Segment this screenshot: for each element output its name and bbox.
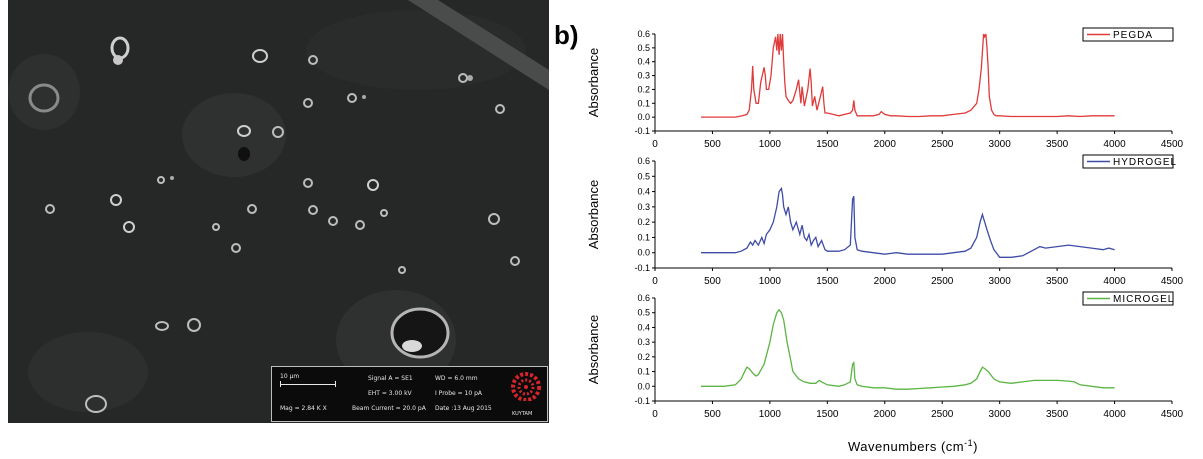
x-tick-label: 0 xyxy=(652,409,658,420)
x-tick-label: 0 xyxy=(652,139,658,150)
x-tick-label: 3000 xyxy=(989,276,1012,287)
y-axis-label: Absorbance xyxy=(586,180,601,249)
y-axis-label: Absorbance xyxy=(586,48,601,117)
kuytam-logo xyxy=(511,372,541,401)
y-tick-label: 0.0 xyxy=(637,381,650,391)
series-line-hydrogel xyxy=(701,186,1115,258)
x-tick-label: 4000 xyxy=(1103,139,1126,150)
y-tick-label: 0.0 xyxy=(637,112,650,122)
x-tick-label: 3000 xyxy=(989,139,1012,150)
x-tick-label: 1500 xyxy=(816,139,839,150)
legend-box xyxy=(1082,291,1174,306)
ftir-chart: -0.10.00.10.20.30.40.50.60 500 1000 1500 200… xyxy=(586,27,1184,454)
x-tick-label: 3500 xyxy=(1046,139,1069,150)
x-tick-label: 1500 xyxy=(816,409,839,420)
scale-bar-tick-right xyxy=(335,381,336,387)
y-tick-label: 0.3 xyxy=(637,337,650,347)
y-tick-label: 0.0 xyxy=(637,248,650,258)
x-tick-label: 500 xyxy=(704,139,721,150)
sem-micrograph: 10 μm Mag = 2.84 K X Signal A = SE1 EHT … xyxy=(8,0,549,423)
date-label: Date :13 Aug 2015 xyxy=(435,405,492,412)
x-tick-label: 2500 xyxy=(931,139,954,150)
x-tick-label: 3500 xyxy=(1046,409,1069,420)
series-line-microgel xyxy=(701,308,1115,390)
y-tick-label: 0.1 xyxy=(637,367,650,377)
sem-texture xyxy=(8,0,549,413)
eht-label: EHT = 3.00 kV xyxy=(368,390,412,397)
y-tick-label: 0.4 xyxy=(637,322,650,332)
y-tick-label: 0.6 xyxy=(637,156,650,166)
y-tick-label: 0.5 xyxy=(637,43,650,53)
y-tick-label: -0.1 xyxy=(634,126,650,136)
legend-label: PEGDA xyxy=(1113,30,1153,41)
x-tick-label: 2500 xyxy=(931,276,954,287)
x-tick-label: 4500 xyxy=(1161,276,1184,287)
x-tick-label: 0 xyxy=(652,276,658,287)
iprobe-label: I Probe = 10 pA xyxy=(435,390,482,397)
legend-label: MICROGEL xyxy=(1113,294,1174,305)
x-tick-label: 3000 xyxy=(989,409,1012,420)
x-tick-label: 1500 xyxy=(816,276,839,287)
y-tick-label: 0.2 xyxy=(637,84,650,94)
legend-box xyxy=(1082,27,1174,42)
scale-bar-tick-left xyxy=(280,381,281,387)
x-tick-label: 1000 xyxy=(759,409,782,420)
y-tick-label: 0.2 xyxy=(637,352,650,362)
series-line-pegda xyxy=(701,33,1115,118)
x-tick-label: 4000 xyxy=(1103,276,1126,287)
x-tick-label: 4500 xyxy=(1161,409,1184,420)
x-tick-label: 4000 xyxy=(1103,409,1126,420)
legend-box xyxy=(1082,154,1174,169)
sem-info-box: 10 μm Mag = 2.84 K X Signal A = SE1 EHT … xyxy=(271,366,548,422)
y-tick-label: 0.5 xyxy=(637,308,650,318)
scale-bar xyxy=(280,384,336,385)
y-tick-label: -0.1 xyxy=(634,396,650,406)
y-tick-label: 0.6 xyxy=(637,29,650,39)
x-tick-label: 2000 xyxy=(874,139,897,150)
x-axis-label: Wavenumbers (cm-1) xyxy=(848,438,978,454)
y-tick-label: 0.3 xyxy=(637,71,650,81)
x-tick-label: 1000 xyxy=(759,276,782,287)
y-tick-label: 0.2 xyxy=(637,217,650,227)
panel-label-b: b) xyxy=(554,20,579,50)
wd-label: WD = 6.0 mm xyxy=(435,375,478,382)
y-tick-label: 0.4 xyxy=(637,57,650,67)
y-tick-label: 0.5 xyxy=(637,171,650,181)
x-tick-label: 3500 xyxy=(1046,276,1069,287)
y-tick-label: -0.1 xyxy=(634,263,650,273)
mag-label: Mag = 2.84 K X xyxy=(280,405,327,412)
x-tick-label: 500 xyxy=(704,409,721,420)
y-axis-label: Absorbance xyxy=(586,315,601,384)
x-tick-label: 2000 xyxy=(874,276,897,287)
scale-bar-label: 10 μm xyxy=(280,373,300,380)
y-tick-label: 0.4 xyxy=(637,187,650,197)
y-tick-label: 0.1 xyxy=(637,98,650,108)
kuytam-logo-text: KUYTAM xyxy=(512,411,533,417)
x-tick-label: 2500 xyxy=(931,409,954,420)
legend-label: HYDROGEL xyxy=(1113,157,1177,168)
x-tick-label: 500 xyxy=(704,276,721,287)
signal-label: Signal A = SE1 xyxy=(368,375,413,382)
beam-current-label: Beam Current = 20.0 pA xyxy=(352,405,426,412)
y-tick-label: 0.6 xyxy=(637,293,650,303)
x-tick-label: 1000 xyxy=(759,139,782,150)
x-tick-label: 4500 xyxy=(1161,139,1184,150)
y-tick-label: 0.1 xyxy=(637,232,650,242)
y-tick-label: 0.3 xyxy=(637,202,650,212)
x-tick-label: 2000 xyxy=(874,409,897,420)
